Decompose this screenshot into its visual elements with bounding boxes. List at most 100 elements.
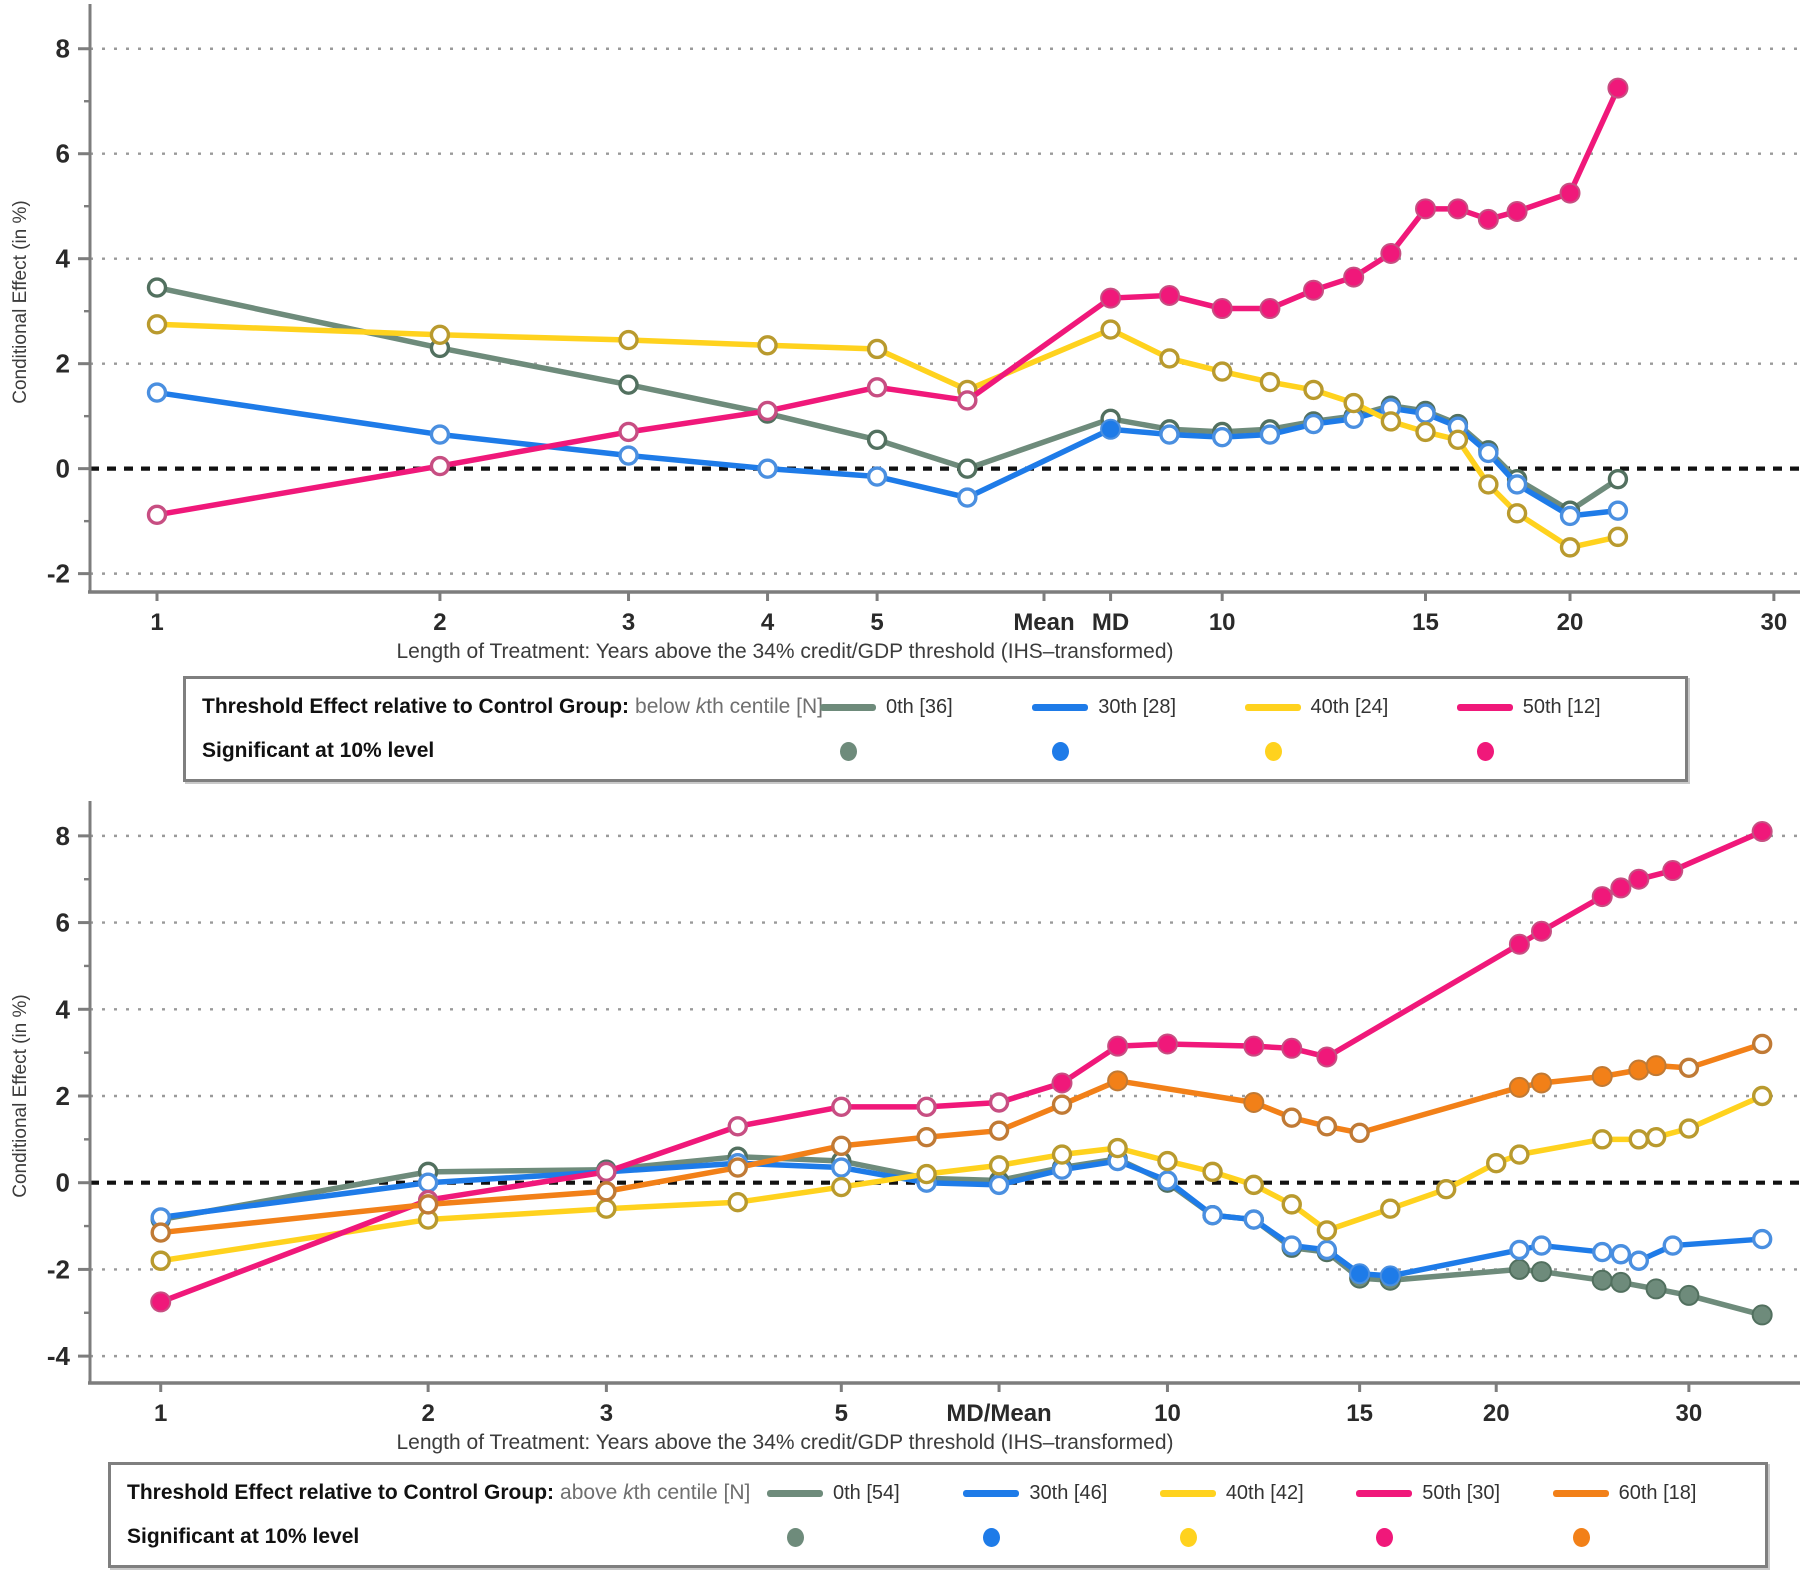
data-point-significant: [1316, 1046, 1338, 1068]
x-tick-label: 10: [1209, 609, 1236, 636]
data-point: [1243, 1174, 1265, 1196]
series-line: [157, 1041, 1765, 1236]
x-axis-title: Length of Treatment: Years above the 34%…: [396, 640, 1173, 663]
data-point: [618, 374, 639, 395]
data-point: [596, 1161, 617, 1183]
x-tick-label: 3: [600, 1400, 613, 1427]
legend-dot-cell: [1160, 1527, 1356, 1547]
data-point-significant: [1211, 298, 1233, 320]
data-point: [1349, 1122, 1370, 1144]
legend-title-qualifier: below kth centile [N]: [635, 695, 823, 718]
legend-line-swatch: [1456, 703, 1513, 711]
gridlines: [90, 47, 1800, 575]
data-point: [727, 1116, 748, 1137]
data-point: [1281, 1194, 1302, 1215]
data-point: [146, 314, 168, 335]
data-point: [1607, 526, 1629, 548]
legend-dot-cell: [1457, 741, 1669, 761]
data-point-significant: [1343, 266, 1365, 288]
legend-series-label: 30th [46]: [1029, 1481, 1108, 1504]
legend-significant-dot: [1264, 741, 1282, 761]
data-point: [988, 1092, 1010, 1113]
data-point: [1316, 1116, 1338, 1137]
y-tick-label: 0: [56, 1168, 70, 1198]
data-point-significant: [1628, 1059, 1650, 1081]
data-point-significant: [1751, 821, 1773, 843]
data-point: [417, 1172, 439, 1193]
series-line: [157, 828, 1765, 1305]
data-point: [1628, 1129, 1650, 1150]
y-tick-label: -4: [47, 1341, 71, 1371]
legend-significant-dot: [840, 741, 857, 761]
legend-significant-dot: [1572, 1527, 1590, 1547]
data-point: [1478, 474, 1499, 495]
data-point-significant: [1051, 1072, 1073, 1094]
x-tick-label: 20: [1557, 609, 1584, 636]
legend-significant-dot: [983, 1527, 1001, 1547]
data-point: [429, 455, 451, 477]
series-50th [30]: [150, 821, 1773, 1313]
y-tick-label: 2: [56, 349, 70, 379]
legend-series-label: 40th [24]: [1310, 695, 1389, 718]
series-0th [54]: [150, 1146, 1773, 1326]
axes: [88, 4, 1800, 594]
data-point-significant: [1591, 1065, 1613, 1087]
data-point-significant: [1158, 284, 1180, 306]
data-point: [1751, 1085, 1773, 1107]
series-60th [18]: [150, 1033, 1773, 1243]
data-point: [1211, 426, 1233, 448]
data-point: [429, 324, 451, 346]
x-tick-label: MD/Mean: [946, 1400, 1051, 1427]
data-point: [1159, 424, 1180, 445]
data-point: [1559, 505, 1581, 527]
y-tick-label: -2: [47, 1254, 70, 1284]
legend-sig-dots: [820, 741, 1669, 761]
x-axis-title: Length of Treatment: Years above the 34%…: [396, 1431, 1173, 1454]
legend-entry: 50th [30]: [1356, 1482, 1552, 1505]
x-tick-label: 1: [154, 1400, 167, 1427]
legend-series-label: 0th [54]: [833, 1481, 900, 1504]
y-axis-title: Conditional Effect (in %): [10, 994, 31, 1197]
data-point: [866, 429, 888, 450]
legend-significant-dot: [1179, 1527, 1197, 1547]
data-point: [1509, 1144, 1530, 1165]
legend-dot-cell: [1032, 741, 1244, 761]
y-tick-label: 8: [56, 821, 70, 851]
x-tick-label: 30: [1676, 1400, 1703, 1427]
data-point-significant: [1415, 198, 1437, 220]
data-point: [1380, 411, 1402, 432]
data-point-significant: [150, 1291, 172, 1313]
data-point-significant: [1508, 933, 1530, 955]
y-tick-label: 8: [56, 34, 70, 64]
series-line: [154, 321, 1621, 551]
data-point: [596, 1181, 617, 1202]
x-tick-label: 5: [835, 1400, 848, 1427]
legend-series-label: 30th [28]: [1098, 695, 1177, 718]
legend-dot-cell: [767, 1527, 963, 1547]
data-point: [1559, 537, 1581, 558]
legend-significant-dot: [787, 1527, 804, 1547]
series-line: [154, 85, 1621, 518]
legend-dot-cell: [820, 741, 1032, 761]
x-tick-label: 5: [870, 609, 883, 636]
data-point-significant: [1349, 1263, 1371, 1285]
data-point: [1107, 1137, 1128, 1159]
data-point-significant: [1243, 1035, 1265, 1057]
legend-sig-label: Significant at 10% level: [127, 1525, 360, 1548]
x-tick-label: MD: [1092, 609, 1129, 636]
data-point: [831, 1176, 852, 1198]
data-point: [831, 1096, 852, 1118]
data-point: [1645, 1126, 1667, 1148]
data-point: [1157, 1170, 1178, 1191]
data-point: [988, 1174, 1010, 1196]
legend-entry: 30th [28]: [1032, 696, 1244, 719]
data-point: [1478, 442, 1499, 464]
data-point-significant: [1380, 242, 1402, 264]
data-point: [1051, 1144, 1073, 1165]
legend-line-swatch: [1032, 703, 1089, 711]
data-point: [150, 1250, 171, 1271]
legend-line-swatch: [1244, 703, 1301, 711]
y-axis-ticks: 8 6 4 2 0 -2 -4: [47, 821, 90, 1371]
legend-series-label: 50th [30]: [1422, 1481, 1501, 1504]
data-point-significant: [1591, 886, 1613, 908]
